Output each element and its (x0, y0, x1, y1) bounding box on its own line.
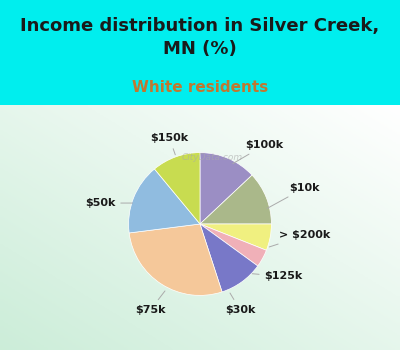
Wedge shape (154, 153, 200, 224)
Text: $150k: $150k (150, 133, 188, 155)
Text: White residents: White residents (132, 80, 268, 96)
Text: $50k: $50k (85, 198, 132, 208)
Text: $125k: $125k (252, 271, 303, 281)
Text: CityData.com: CityData.com (181, 153, 242, 162)
Wedge shape (200, 153, 252, 224)
Wedge shape (200, 224, 271, 250)
Text: $75k: $75k (135, 291, 166, 315)
Text: Income distribution in Silver Creek,
MN (%): Income distribution in Silver Creek, MN … (20, 18, 380, 58)
Wedge shape (200, 224, 258, 292)
Text: $10k: $10k (267, 183, 320, 208)
Wedge shape (200, 175, 271, 224)
Text: > $200k: > $200k (269, 230, 330, 247)
Text: $100k: $100k (233, 140, 284, 163)
Wedge shape (129, 224, 222, 295)
Text: $30k: $30k (225, 293, 255, 315)
Wedge shape (200, 224, 266, 266)
Wedge shape (129, 169, 200, 233)
